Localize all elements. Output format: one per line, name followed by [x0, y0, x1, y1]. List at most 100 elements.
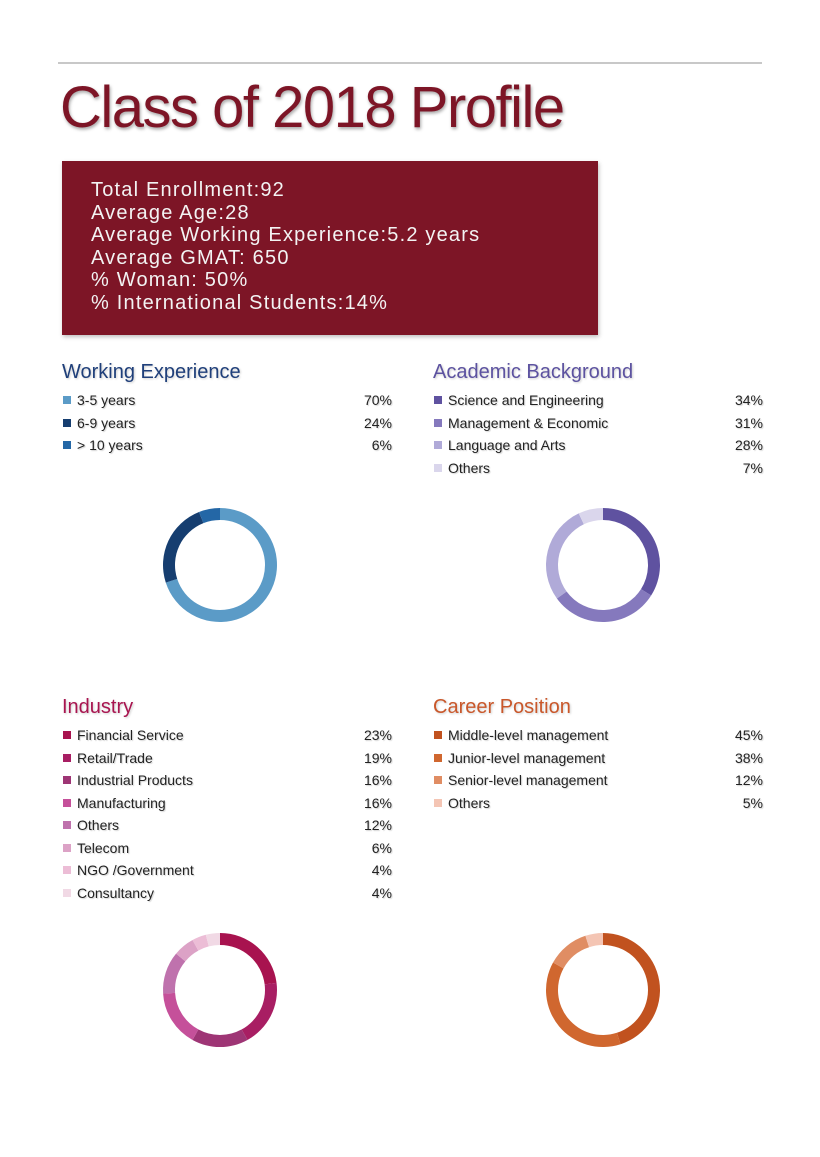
donut-slice — [603, 933, 660, 1045]
working-experience-donut-chart — [163, 508, 277, 622]
legend-value: 16% — [363, 794, 392, 811]
stat-percent-woman: % Woman: 50% — [91, 269, 249, 292]
working-experience-section: Working Experience 3-5 years 70% 6-9 years… — [62, 361, 392, 457]
legend-value: 31% — [734, 414, 763, 431]
legend-swatch — [434, 776, 442, 785]
legend-item: Consultancy 4% — [62, 882, 392, 905]
academic-background-donut-chart — [546, 508, 660, 622]
legend-value: 28% — [734, 437, 763, 454]
stat-average-age: Average Age:28 — [91, 201, 250, 224]
academic-background-section: Academic Background Science and Engineer… — [433, 361, 763, 479]
legend-item: Others 5% — [433, 792, 763, 815]
stat-average-gmat: Average GMAT: 650 — [91, 246, 290, 269]
legend-swatch — [63, 798, 71, 807]
legend-value: 38% — [734, 749, 763, 766]
donut-slice — [163, 512, 204, 583]
legend-label: Junior-level management — [448, 749, 606, 766]
legend-value: 6% — [371, 437, 392, 454]
donut-slice — [553, 935, 590, 969]
legend-swatch — [63, 888, 71, 897]
legend-item: 6-9 years 24% — [62, 412, 392, 435]
donut-slice — [603, 508, 660, 596]
legend-label: NGO /Government — [77, 862, 194, 879]
stat-average-working-experience: Average Working Experience:5.2 years — [91, 224, 481, 247]
donut-slice — [192, 934, 209, 951]
legend-label: Telecom — [77, 839, 130, 856]
legend-item: 3-5 years 70% — [62, 389, 392, 412]
legend-swatch — [63, 821, 71, 830]
page-title: Class of 2018 Profile — [60, 75, 565, 140]
career-position-title: Career Position — [433, 696, 571, 718]
legend-swatch — [434, 731, 442, 740]
legend-item: Telecom 6% — [62, 837, 392, 860]
legend-value: 19% — [363, 749, 392, 766]
working-experience-title: Working Experience — [62, 361, 241, 383]
academic-background-legend: Science and Engineering 34% Management & E… — [433, 389, 763, 479]
industry-donut-chart — [163, 933, 277, 1047]
donut-slice — [163, 953, 186, 994]
legend-label: Retail/Trade — [77, 749, 153, 766]
legend-value: 12% — [734, 772, 763, 789]
legend-label: Industrial Products — [77, 772, 193, 789]
stat-total-enrollment: Total Enrollment:92 — [91, 179, 286, 201]
legend-item: Language and Arts 28% — [433, 434, 763, 457]
legend-label: 3-5 years — [77, 392, 136, 409]
career-position-donut-chart — [546, 933, 660, 1047]
legend-swatch — [434, 753, 442, 762]
legend-label: Science and Engineering — [448, 392, 604, 409]
legend-swatch — [434, 441, 442, 450]
top-rule — [58, 62, 762, 64]
legend-label: Senior-level management — [448, 772, 608, 789]
donut-slice — [199, 508, 220, 524]
donut-slice — [546, 962, 621, 1047]
legend-label: Others — [448, 794, 491, 811]
legend-value: 12% — [363, 817, 392, 834]
legend-swatch — [434, 418, 442, 427]
legend-label: Others — [77, 817, 120, 834]
legend-item: Financial Service 23% — [62, 724, 392, 747]
donut-slice — [163, 992, 199, 1040]
legend-swatch — [63, 866, 71, 875]
legend-label: Management & Economic — [448, 414, 609, 431]
legend-item: Others 7% — [433, 457, 763, 480]
donut-slice — [220, 933, 277, 985]
legend-item: NGO /Government 4% — [62, 859, 392, 882]
legend-swatch — [63, 843, 71, 852]
legend-swatch — [63, 731, 71, 740]
industry-title: Industry — [62, 696, 134, 718]
career-position-section: Career Position Middle-level management 4… — [433, 696, 763, 814]
legend-value: 70% — [363, 392, 392, 409]
academic-background-title: Academic Background — [433, 361, 634, 383]
legend-item: Industrial Products 16% — [62, 769, 392, 792]
legend-label: 6-9 years — [77, 414, 136, 431]
legend-value: 45% — [734, 727, 763, 744]
career-position-legend: Middle-level management 45% Junior-level m… — [433, 724, 763, 814]
legend-item: Others 12% — [62, 814, 392, 837]
stats-box: Total Enrollment:92 Average Age:28 Avera… — [62, 161, 598, 335]
legend-item: Senior-level management 12% — [433, 769, 763, 792]
donut-slice — [241, 982, 277, 1040]
legend-swatch — [434, 463, 442, 472]
donut-slice — [546, 513, 584, 599]
legend-label: Others — [448, 459, 491, 476]
legend-label: > 10 years — [77, 437, 143, 454]
legend-value: 5% — [742, 794, 763, 811]
legend-label: Financial Service — [77, 727, 184, 744]
industry-section: Industry Financial Service 23% Retail/Trad… — [62, 696, 392, 904]
donut-slice — [578, 508, 603, 525]
legend-value: 24% — [363, 414, 392, 431]
working-experience-legend: 3-5 years 70% 6-9 years 24% > 10 years 6% — [62, 389, 392, 457]
legend-value: 4% — [371, 884, 392, 901]
legend-item: Manufacturing 16% — [62, 792, 392, 815]
legend-label: Manufacturing — [77, 794, 166, 811]
legend-item: > 10 years 6% — [62, 434, 392, 457]
legend-swatch — [434, 396, 442, 405]
legend-item: Management & Economic 31% — [433, 412, 763, 435]
donut-slice — [205, 933, 220, 947]
legend-value: 16% — [363, 772, 392, 789]
legend-swatch — [63, 776, 71, 785]
legend-swatch — [434, 798, 442, 807]
legend-value: 34% — [734, 392, 763, 409]
donut-slice — [192, 1029, 248, 1047]
stat-percent-international: % International Students:14% — [91, 291, 389, 314]
